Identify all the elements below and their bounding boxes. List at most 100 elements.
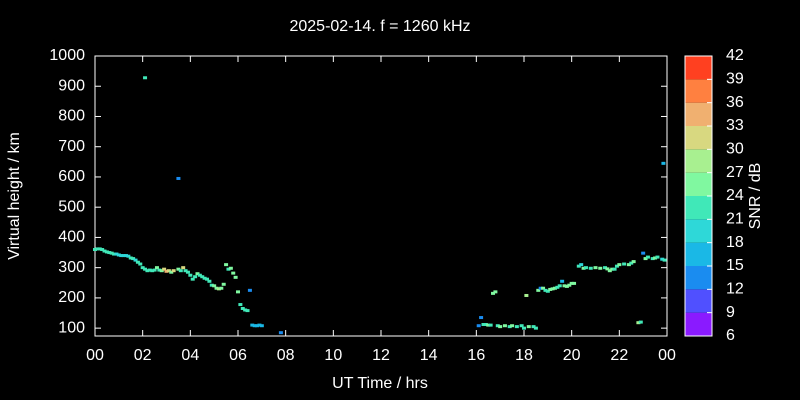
colorbar-cell bbox=[685, 242, 712, 266]
y-tick-label: 300 bbox=[58, 259, 85, 276]
data-point bbox=[510, 324, 515, 328]
data-point bbox=[593, 266, 598, 270]
x-tick-label: 16 bbox=[467, 347, 485, 364]
data-point bbox=[257, 323, 262, 327]
data-point bbox=[176, 176, 181, 180]
colorbar-tick-label: 27 bbox=[726, 164, 744, 181]
colorbar-cell bbox=[685, 289, 712, 313]
data-point bbox=[495, 324, 500, 328]
data-point bbox=[200, 275, 205, 279]
data-point bbox=[119, 254, 124, 258]
data-point bbox=[216, 287, 221, 291]
data-point bbox=[197, 273, 202, 277]
data-point bbox=[226, 267, 231, 271]
data-point bbox=[238, 303, 243, 307]
data-point bbox=[581, 266, 586, 270]
colorbar-tick-label: 6 bbox=[726, 327, 735, 344]
data-point bbox=[140, 266, 145, 270]
data-point bbox=[202, 276, 207, 280]
data-point bbox=[123, 254, 128, 258]
data-point bbox=[603, 266, 608, 270]
data-point bbox=[631, 260, 636, 264]
data-point bbox=[526, 325, 531, 329]
data-point bbox=[607, 269, 612, 273]
data-point bbox=[181, 266, 186, 270]
data-point bbox=[638, 320, 643, 324]
data-point bbox=[488, 323, 493, 327]
data-point bbox=[576, 264, 581, 268]
data-point bbox=[641, 251, 646, 255]
data-point bbox=[541, 286, 546, 290]
data-point bbox=[579, 263, 584, 267]
data-point bbox=[493, 290, 498, 294]
data-point bbox=[550, 287, 555, 291]
data-point bbox=[233, 275, 238, 279]
colorbar-tick-label: 21 bbox=[726, 211, 744, 228]
data-point bbox=[491, 291, 496, 295]
data-point bbox=[166, 269, 171, 273]
data-point bbox=[112, 252, 117, 256]
x-tick-label: 22 bbox=[610, 347, 628, 364]
data-point bbox=[247, 288, 252, 292]
x-tick-label: 18 bbox=[515, 347, 533, 364]
data-point bbox=[552, 286, 557, 290]
colorbar-tick-label: 30 bbox=[726, 141, 744, 158]
data-point bbox=[255, 324, 260, 328]
x-tick-label: 00 bbox=[86, 347, 104, 364]
data-point bbox=[531, 325, 536, 329]
colorbar-tick-label: 39 bbox=[726, 71, 744, 88]
colorbar-tick-label: 9 bbox=[726, 304, 735, 321]
data-point bbox=[133, 258, 138, 262]
y-tick-label: 900 bbox=[58, 77, 85, 94]
data-point bbox=[560, 279, 565, 283]
data-point bbox=[536, 288, 541, 292]
colorbar-label: SNR / dB bbox=[747, 163, 764, 230]
x-tick-label: 04 bbox=[181, 347, 199, 364]
data-point bbox=[212, 284, 217, 288]
data-point bbox=[250, 323, 255, 327]
x-tick-label: 06 bbox=[229, 347, 247, 364]
colorbar-cell bbox=[685, 172, 712, 196]
data-point bbox=[533, 326, 538, 330]
data-point bbox=[622, 262, 627, 266]
data-point bbox=[209, 283, 214, 287]
data-point bbox=[114, 252, 119, 256]
data-point bbox=[135, 260, 140, 264]
colorbar-tick-label: 12 bbox=[726, 281, 744, 298]
data-point bbox=[605, 267, 610, 271]
y-tick-label: 600 bbox=[58, 168, 85, 185]
x-tick-label: 20 bbox=[563, 347, 581, 364]
data-point bbox=[126, 254, 131, 258]
data-point bbox=[610, 267, 615, 271]
data-point bbox=[100, 248, 105, 252]
data-point bbox=[231, 271, 236, 275]
data-point bbox=[159, 269, 164, 273]
y-tick-label: 800 bbox=[58, 108, 85, 125]
data-point bbox=[185, 270, 190, 274]
data-point bbox=[614, 264, 619, 268]
data-point bbox=[629, 261, 634, 265]
data-point bbox=[145, 269, 150, 273]
y-tick-label: 1000 bbox=[49, 47, 85, 64]
data-point bbox=[479, 316, 484, 320]
data-point bbox=[228, 266, 233, 270]
data-point bbox=[612, 267, 617, 271]
data-point bbox=[190, 277, 195, 281]
data-point bbox=[483, 323, 488, 327]
data-point bbox=[219, 286, 224, 290]
colorbar-cell bbox=[685, 102, 712, 126]
data-point bbox=[195, 272, 200, 276]
colorbar-cell bbox=[685, 149, 712, 173]
data-point bbox=[543, 288, 548, 292]
data-point bbox=[131, 257, 136, 261]
x-tick-label: 08 bbox=[277, 347, 295, 364]
data-point bbox=[555, 285, 560, 289]
data-point bbox=[660, 257, 665, 261]
data-point bbox=[240, 306, 245, 310]
data-point bbox=[97, 247, 102, 251]
data-point bbox=[645, 255, 650, 259]
colorbar-cell bbox=[685, 312, 712, 336]
colorbar-cell bbox=[685, 266, 712, 290]
data-point bbox=[655, 255, 660, 259]
data-point bbox=[653, 256, 658, 260]
